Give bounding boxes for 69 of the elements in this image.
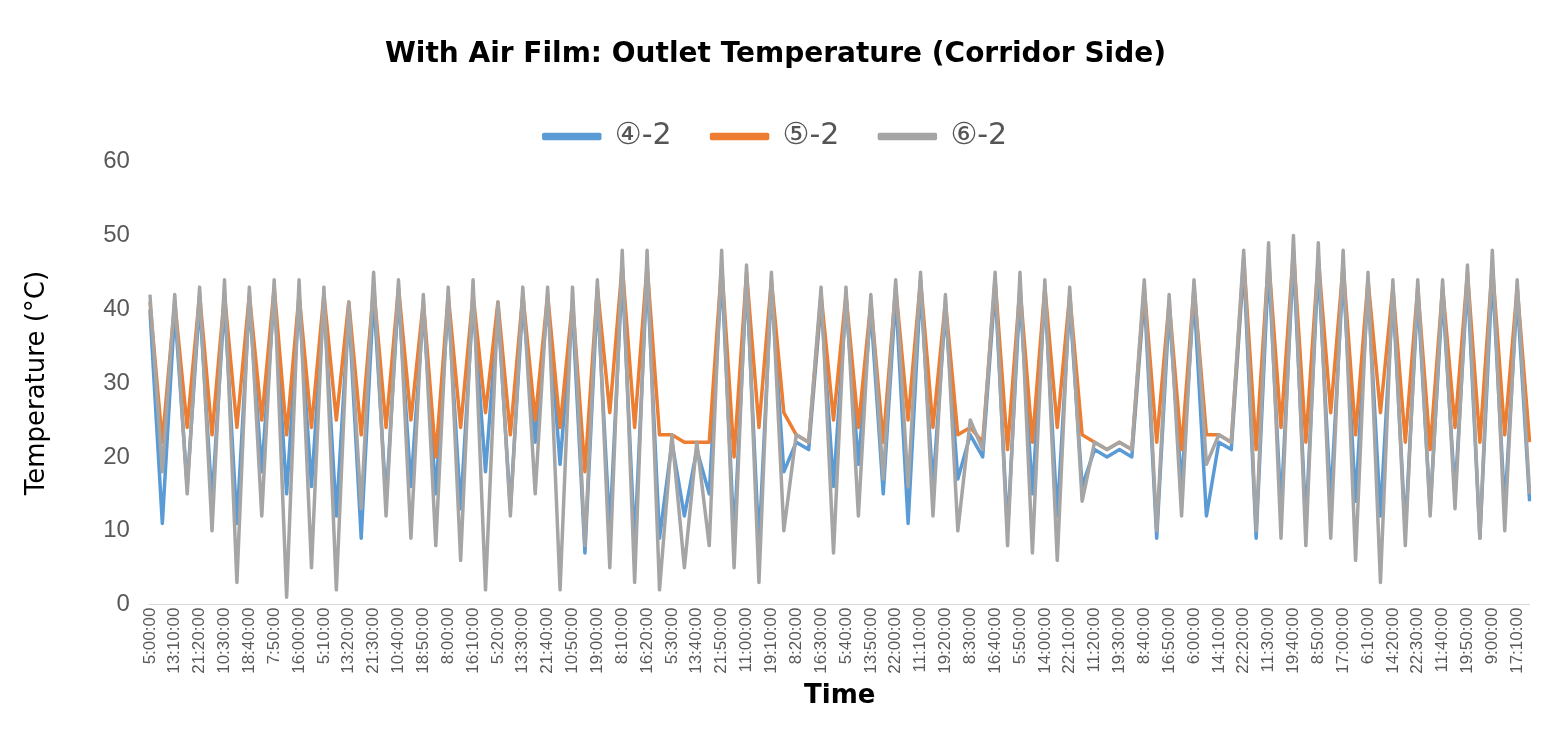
x-tick-label: 8:00:00 bbox=[437, 607, 457, 665]
x-tick-label: 5:00:00 bbox=[139, 607, 159, 665]
x-tick-label: 17:10:00 bbox=[1506, 607, 1526, 674]
x-tick-label: 18:40:00 bbox=[239, 607, 259, 674]
x-tick-label: 5:40:00 bbox=[835, 607, 855, 665]
x-tick-label: 17:00:00 bbox=[1332, 607, 1352, 674]
x-tick-label: 21:40:00 bbox=[537, 607, 557, 674]
x-tick-label: 16:40:00 bbox=[984, 607, 1004, 674]
x-tick-label: 19:50:00 bbox=[1457, 607, 1477, 674]
x-tick-label: 21:50:00 bbox=[711, 607, 731, 674]
y-tick-label: 40 bbox=[103, 293, 130, 321]
y-tick-label: 0 bbox=[116, 589, 130, 617]
legend-label: ⑤-2 bbox=[782, 116, 840, 152]
x-tick-label: 11:00:00 bbox=[736, 607, 756, 673]
y-tick-label: 60 bbox=[103, 146, 130, 174]
legend-label: ⑥-2 bbox=[950, 116, 1008, 152]
legend-label: ④-2 bbox=[614, 116, 672, 152]
x-tick-label: 5:50:00 bbox=[1009, 607, 1029, 665]
x-tick-label: 19:30:00 bbox=[1109, 607, 1129, 674]
y-tick-label: 10 bbox=[103, 515, 130, 543]
x-tick-label: 16:10:00 bbox=[462, 607, 482, 674]
x-tick-label: 19:00:00 bbox=[587, 607, 607, 674]
x-tick-label: 6:00:00 bbox=[1183, 607, 1203, 665]
x-tick-label: 8:50:00 bbox=[1307, 607, 1327, 665]
y-tick-label: 50 bbox=[103, 220, 130, 248]
x-tick-label: 13:20:00 bbox=[338, 607, 358, 674]
x-tick-label: 11:30:00 bbox=[1258, 607, 1278, 673]
x-tick-label: 13:40:00 bbox=[686, 607, 706, 674]
x-tick-label: 18:50:00 bbox=[413, 607, 433, 674]
x-tick-label: 13:10:00 bbox=[164, 607, 184, 674]
y-tick-label: 20 bbox=[103, 441, 130, 469]
x-tick-label: 19:40:00 bbox=[1283, 607, 1303, 674]
x-tick-label: 5:10:00 bbox=[313, 607, 333, 665]
x-tick-label: 16:20:00 bbox=[636, 607, 656, 674]
x-axis-title: Time bbox=[804, 679, 876, 710]
x-tick-label: 8:40:00 bbox=[1133, 607, 1153, 665]
x-tick-label: 16:00:00 bbox=[288, 607, 308, 674]
x-tick-label: 11:10:00 bbox=[910, 607, 930, 673]
x-tick-label: 21:20:00 bbox=[189, 607, 209, 674]
x-tick-label: 5:20:00 bbox=[487, 607, 507, 665]
x-tick-label: 19:10:00 bbox=[761, 607, 781, 674]
x-tick-label: 21:30:00 bbox=[363, 607, 383, 674]
x-tick-label: 11:20:00 bbox=[1084, 607, 1104, 673]
x-tick-label: 9:00:00 bbox=[1482, 607, 1501, 665]
x-tick-label: 22:20:00 bbox=[1233, 607, 1253, 674]
chart-title: With Air Film: Outlet Temperature (Corridor Side) bbox=[384, 36, 1167, 70]
x-tick-label: 22:30:00 bbox=[1407, 607, 1427, 674]
x-tick-label: 10:30:00 bbox=[214, 607, 234, 674]
x-tick-label: 6:10:00 bbox=[1357, 607, 1377, 665]
x-tick-label: 19:20:00 bbox=[935, 607, 955, 674]
x-tick-label: 13:30:00 bbox=[512, 607, 532, 674]
x-tick-label: 7:50:00 bbox=[263, 607, 283, 665]
x-tick-label: 10:50:00 bbox=[562, 607, 582, 674]
x-tick-label: 5:30:00 bbox=[661, 607, 681, 665]
x-tick-label: 11:40:00 bbox=[1432, 607, 1452, 673]
x-tick-label: 10:40:00 bbox=[388, 607, 408, 674]
x-tick-label: 22:10:00 bbox=[1059, 607, 1079, 674]
x-tick-label: 16:50:00 bbox=[1158, 607, 1178, 674]
x-tick-label: 14:10:00 bbox=[1208, 607, 1228, 674]
x-tick-label: 8:20:00 bbox=[785, 607, 805, 665]
x-tick-label: 14:20:00 bbox=[1382, 607, 1402, 674]
y-axis-title: Temperature (°C) bbox=[20, 270, 51, 497]
x-tick-label: 8:10:00 bbox=[611, 607, 631, 665]
x-tick-label: 22:00:00 bbox=[885, 607, 905, 674]
x-tick-label: 14:00:00 bbox=[1034, 607, 1054, 674]
x-tick-label: 8:30:00 bbox=[959, 607, 979, 665]
x-tick-label: 16:30:00 bbox=[810, 607, 830, 674]
y-tick-label: 30 bbox=[103, 367, 130, 395]
x-tick-label: 13:50:00 bbox=[860, 607, 880, 674]
